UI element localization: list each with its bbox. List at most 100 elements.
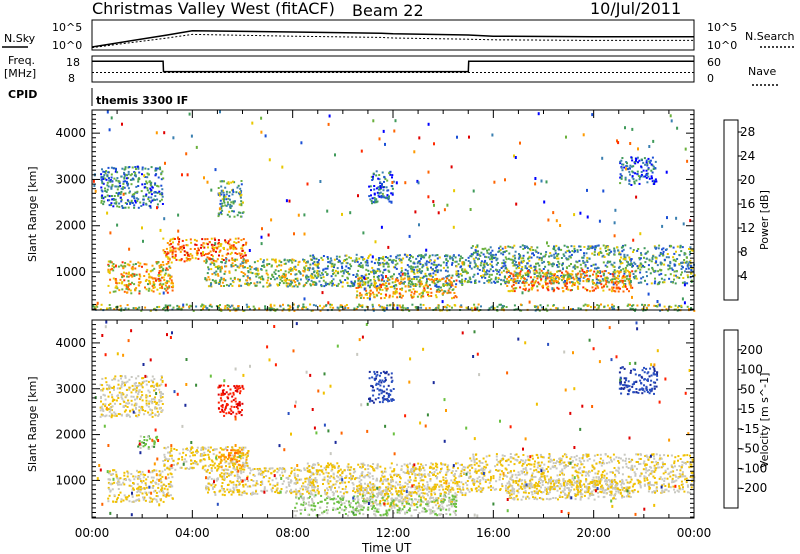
scatter-point	[224, 265, 227, 268]
scatter-point	[435, 285, 438, 288]
scatter-point	[186, 251, 189, 254]
scatter-point	[427, 291, 430, 294]
scatter-point	[658, 244, 661, 247]
scatter-point	[224, 468, 227, 471]
scatter-point	[353, 307, 356, 310]
scatter-point	[631, 286, 634, 289]
scatter-point	[504, 261, 507, 264]
scatter-speckle	[441, 300, 444, 304]
scatter-point	[190, 452, 193, 454]
scatter-point	[378, 262, 381, 265]
scatter-point	[137, 185, 140, 187]
scatter-point	[390, 192, 393, 195]
scatter-point	[211, 258, 214, 261]
scatter-point	[425, 281, 428, 284]
scatter-point	[137, 494, 140, 497]
scatter-point	[514, 250, 517, 253]
scatter-point	[680, 261, 683, 264]
scatter-point	[528, 259, 531, 262]
scatter-point	[383, 306, 386, 309]
scatter-point	[151, 277, 154, 280]
scatter-point	[378, 195, 381, 198]
scatter-point	[649, 272, 652, 275]
scatter-point	[620, 279, 623, 282]
scatter-speckle	[468, 135, 470, 139]
scatter-point	[370, 284, 373, 287]
scatter-point	[507, 269, 510, 272]
scatter-point	[502, 251, 505, 253]
scatter-point	[378, 304, 381, 307]
scatter-point	[422, 275, 425, 278]
scatter-point	[612, 283, 615, 286]
scatter-point	[306, 490, 309, 493]
scatter-point	[134, 199, 137, 202]
scatter-point	[354, 280, 356, 283]
scatter-point	[299, 487, 302, 490]
scatter-point	[196, 449, 198, 452]
scatter-point	[142, 479, 145, 482]
scatter-point	[223, 307, 226, 310]
scatter-point	[280, 276, 283, 279]
scatter-point	[419, 284, 422, 287]
scatter-point	[207, 491, 209, 494]
scatter-speckle	[385, 307, 388, 311]
scatter-point	[232, 265, 235, 268]
scatter-point	[281, 275, 284, 277]
scatter-point	[414, 285, 417, 287]
scatter-point	[601, 255, 604, 258]
scatter-point	[370, 194, 372, 197]
scatter-point	[446, 304, 449, 306]
scatter-point	[245, 460, 247, 463]
scatter-point	[318, 270, 321, 273]
scatter-point	[379, 263, 382, 266]
scatter-point	[212, 250, 215, 253]
scatter-point	[288, 279, 291, 282]
scatter-point	[271, 273, 274, 276]
scatter-point	[367, 276, 370, 279]
scatter-point	[450, 281, 453, 284]
scatter-point	[309, 284, 312, 287]
scatter-point	[290, 488, 293, 491]
scatter-speckle	[260, 116, 263, 120]
scatter-point	[213, 491, 216, 493]
scatter-point	[141, 487, 144, 490]
scatter-point	[182, 244, 185, 247]
scatter-point	[294, 284, 297, 287]
scatter-point	[411, 268, 414, 271]
scatter-point	[185, 303, 188, 306]
scatter-point	[229, 306, 232, 309]
scatter-point	[441, 277, 444, 280]
scatter-point	[436, 265, 439, 268]
scatter-speckle	[513, 154, 515, 158]
scatter-point	[613, 278, 616, 281]
scatter-point	[348, 256, 351, 259]
scatter-point	[259, 484, 262, 486]
scatter-point	[420, 257, 422, 260]
scatter-point	[219, 211, 222, 214]
scatter-point	[340, 304, 343, 307]
scatter-point	[131, 500, 134, 503]
scatter-point	[361, 306, 364, 309]
scatter-point	[538, 283, 541, 286]
scatter-point	[493, 280, 496, 283]
scatter-point	[240, 200, 243, 203]
scatter-point	[522, 259, 525, 262]
scatter-speckle	[396, 306, 399, 310]
scatter-point	[654, 277, 656, 280]
scatter-point	[303, 467, 306, 470]
scatter-speckle	[327, 122, 330, 126]
scatter-point	[597, 244, 600, 247]
scatter-point	[233, 278, 236, 281]
scatter-point	[518, 253, 520, 255]
scatter-point	[362, 281, 365, 284]
scatter-point	[118, 481, 121, 484]
scatter-point	[235, 247, 238, 250]
scatter-point	[192, 454, 195, 457]
scatter-point	[686, 265, 689, 268]
scatter-point	[535, 305, 538, 308]
scatter-point	[609, 273, 612, 275]
scatter-point	[274, 273, 277, 275]
scatter-point	[251, 468, 254, 471]
scatter-point	[372, 269, 375, 272]
scatter-point	[522, 280, 525, 283]
